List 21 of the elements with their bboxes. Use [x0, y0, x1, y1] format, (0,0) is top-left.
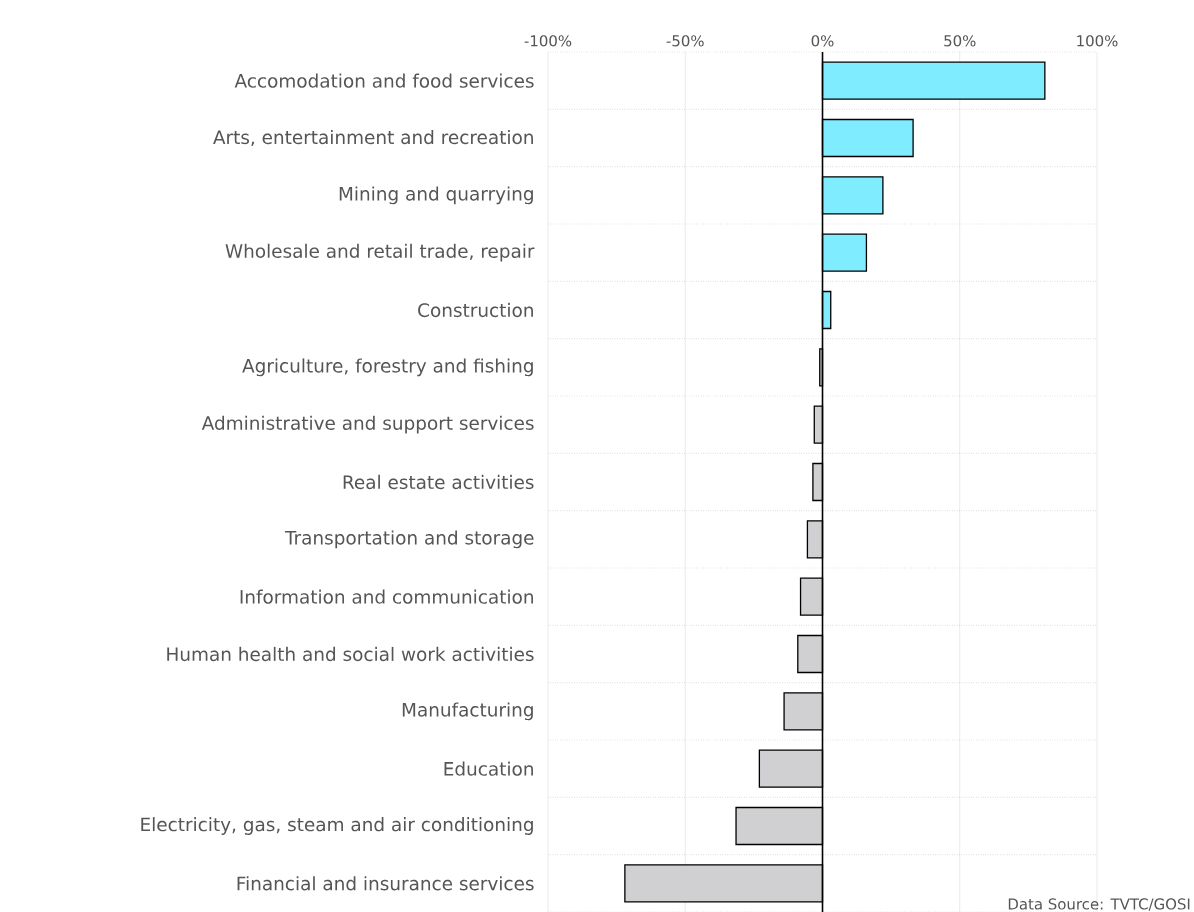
- y-tick-label: Arts, entertainment and recreation: [213, 129, 533, 147]
- x-tick-label: -50%: [666, 35, 704, 47]
- y-tick-label: Financial and insurance services: [237, 876, 534, 891]
- x-tick-label: -100%: [524, 35, 572, 47]
- y-tick-label: Manufacturing: [402, 702, 533, 721]
- y-tick-label: Real estate activities: [343, 474, 534, 490]
- y-tick-label: Electricity, gas, steam and air conditioning: [141, 817, 533, 835]
- y-tick-label: Accomodation and food services: [234, 73, 534, 88]
- annotation: Data Source: TVTC/GOSI: [1008, 898, 1190, 911]
- y-tick-label: Transportation and storage: [284, 530, 534, 549]
- x-tick-label: 100%: [1077, 35, 1118, 47]
- y-tick-label: Mining and quarrying: [339, 186, 533, 205]
- y-tick-label: Human health and social work activities: [167, 646, 534, 662]
- y-tick-label: Construction: [418, 302, 533, 318]
- y-tick-label: Wholesale and retail trade, repair: [225, 243, 535, 262]
- y-tick-label: Education: [444, 761, 533, 776]
- x-tick-label: 50%: [944, 35, 976, 47]
- y-tick-label: Agriculture, forestry and fishing: [242, 358, 533, 377]
- x-tick-label: 0%: [811, 35, 834, 47]
- y-tick-label: Information and communication: [240, 589, 533, 604]
- y-tick-label: Administrative and support services: [201, 415, 534, 434]
